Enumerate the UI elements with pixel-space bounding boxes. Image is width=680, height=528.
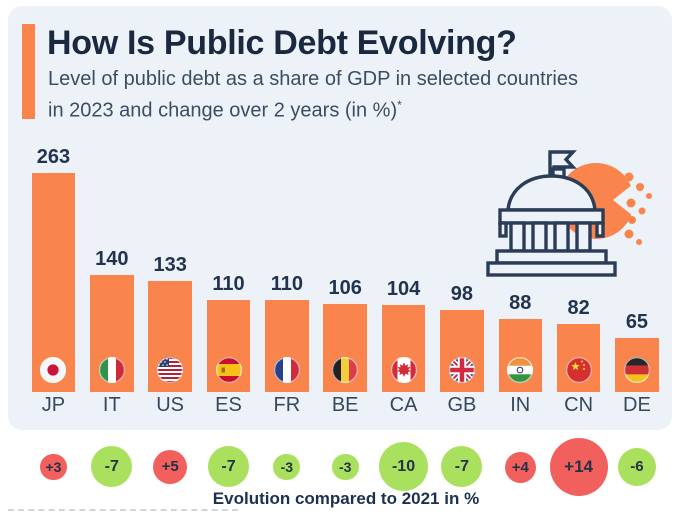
country-label: IN [510,394,531,416]
evolution-caption: Evolution compared to 2021 in % [212,489,480,508]
footnote-marker: * [397,98,402,112]
bar-value-label: 65 [625,310,649,333]
page-subtitle: Level of public debt as a share of GDP i… [48,66,578,124]
evolution-bubble: -7 [91,446,133,488]
china-flag-icon [565,357,592,383]
canada-flag-icon [390,357,417,383]
subtitle-line-2: in 2023 and change over 2 years (in %) [48,99,398,122]
country-label: CA [389,394,418,416]
country-label: ES [215,394,242,416]
belgium-flag-icon [332,357,359,383]
evolution-bubble: -3 [331,453,359,481]
government-building-icon [480,148,660,283]
evolution-bubble: +3 [40,453,67,481]
bar-value-label: 106 [328,276,362,299]
country-label: GB [447,394,477,416]
evolution-bubble: -10 [379,442,429,492]
italy-flag-icon [98,357,125,383]
bar-value-label: 133 [153,254,187,277]
france-flag-icon [273,357,300,383]
country-label: FR [273,394,301,416]
title-accent-bar [22,24,35,119]
evolution-bubble: -3 [273,453,301,481]
bar-value-label: 104 [386,278,421,301]
country-label: US [156,394,185,416]
evolution-bubble: +4 [504,451,536,483]
evolution-bubble: +5 [152,449,188,485]
evolution-bubble: -6 [617,448,656,486]
bar-value-label: 263 [36,146,71,168]
bar-value-label: 82 [567,296,590,319]
country-label: BE [331,394,359,416]
bar-value-label: 88 [509,291,532,314]
bar-value-label: 140 [95,248,129,271]
country-label: IT [102,394,121,416]
evolution-bubble: -7 [207,446,249,488]
subtitle-line-1: Level of public debt as a share of GDP i… [48,68,578,90]
united-kingdom-flag-icon [448,357,475,383]
country-label: JP [41,394,66,416]
evolution-bubble: -7 [441,446,483,488]
bar-value-label: 110 [212,273,245,296]
country-label: CN [564,394,594,416]
india-flag-icon [507,357,534,383]
bar-value-label: 110 [270,273,303,296]
spain-flag-icon [215,357,242,383]
page-title: How Is Public Debt Evolving? [47,24,517,62]
germany-flag-icon [623,357,650,383]
evolution-bubble: +14 [549,438,608,496]
bar-jp [31,173,76,392]
bar-value-label: 98 [450,283,474,306]
footer-dashed-divider [8,509,238,511]
united-states-flag-icon [157,357,184,383]
japan-flag-icon [40,357,67,383]
country-label: DE [623,394,651,416]
